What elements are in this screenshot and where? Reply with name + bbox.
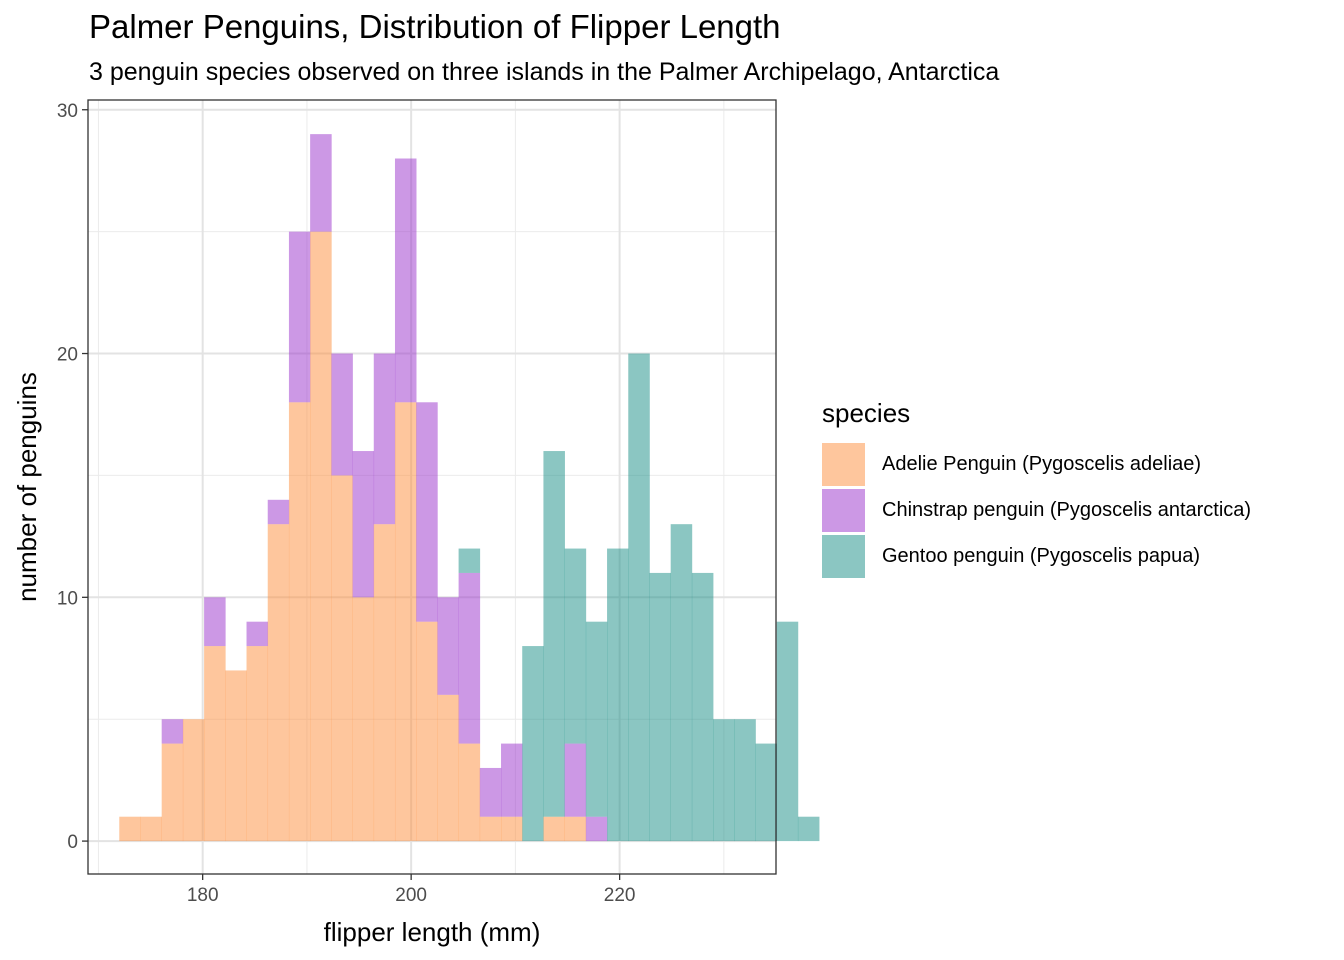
histogram-bar-adelie xyxy=(416,621,438,842)
histogram-bar-gentoo xyxy=(607,548,629,842)
histogram-bar-chinstrap xyxy=(267,499,290,525)
histogram-bar-adelie xyxy=(331,475,353,842)
histogram-bar-gentoo xyxy=(458,548,481,573)
histogram-bar-chinstrap xyxy=(501,743,523,817)
histogram-bar-gentoo xyxy=(797,816,820,842)
chart-subtitle: 3 penguin species observed on three isla… xyxy=(89,58,1000,86)
histogram-bar-adelie xyxy=(564,816,587,842)
histogram-bar-gentoo xyxy=(564,548,587,744)
histogram-bar-chinstrap xyxy=(204,597,226,647)
histogram-bar-adelie xyxy=(225,670,247,842)
histogram-bar-chinstrap xyxy=(246,621,269,647)
histogram-bar-adelie xyxy=(267,524,290,842)
histogram-bar-gentoo xyxy=(776,621,799,842)
histogram-bar-chinstrap xyxy=(373,353,396,525)
x-tick-label: 180 xyxy=(187,885,219,906)
axis-ticks xyxy=(82,109,621,880)
y-tick-label: 30 xyxy=(57,101,78,122)
legend-item: Chinstrap penguin (Pygoscelis antarctica… xyxy=(822,487,1251,533)
histogram-bar-gentoo xyxy=(691,572,714,842)
histogram-bar-adelie xyxy=(437,694,459,842)
legend-item: Adelie Penguin (Pygoscelis adeliae) xyxy=(822,441,1251,487)
histogram-bar-chinstrap xyxy=(479,767,502,817)
histogram-bar-chinstrap xyxy=(437,597,459,695)
legend-title: species xyxy=(822,398,911,428)
histogram-bar-adelie xyxy=(310,231,332,842)
histogram-bar-gentoo xyxy=(522,646,544,842)
histogram-bar-gentoo xyxy=(543,451,565,817)
legend-label: Gentoo penguin (Pygoscelis papua) xyxy=(882,544,1200,567)
histogram-bar-gentoo xyxy=(628,353,650,842)
histogram-bar-adelie xyxy=(140,816,162,842)
legend-swatch xyxy=(822,488,865,532)
x-axis-label: flipper length (mm) xyxy=(324,917,541,947)
legend-items: Adelie Penguin (Pygoscelis adeliae) Chins… xyxy=(822,441,1251,579)
histogram-bar-chinstrap xyxy=(416,402,438,622)
histogram-bar-adelie xyxy=(119,816,141,842)
histogram-bar-gentoo xyxy=(585,621,608,817)
legend-item: Gentoo penguin (Pygoscelis papua) xyxy=(822,533,1251,579)
histogram-bar-chinstrap xyxy=(352,451,375,598)
histogram-bar-adelie xyxy=(479,816,502,842)
y-tick-label: 0 xyxy=(67,832,78,853)
histogram-bar-adelie xyxy=(246,646,269,842)
legend-label: Adelie Penguin (Pygoscelis adeliae) xyxy=(882,452,1202,475)
histogram-bar-gentoo xyxy=(649,572,671,842)
histogram-bar-adelie xyxy=(161,743,184,842)
histogram-bar-adelie xyxy=(182,719,205,842)
histogram-bar-adelie xyxy=(458,743,481,842)
histogram-bar-chinstrap xyxy=(331,353,353,476)
histogram-bar-gentoo xyxy=(713,719,735,842)
histogram-bar-chinstrap xyxy=(458,572,481,744)
histogram-bar-chinstrap xyxy=(310,134,332,232)
histogram-bar-adelie xyxy=(352,597,375,842)
histogram-bars xyxy=(119,134,820,842)
y-tick-label: 20 xyxy=(57,345,78,366)
histogram-bar-adelie xyxy=(373,524,396,842)
histogram-bar-gentoo xyxy=(670,524,693,842)
legend: species Adelie Penguin (Pygoscelis adeli… xyxy=(822,398,1251,579)
histogram-bar-chinstrap xyxy=(288,231,311,403)
histogram-bar-adelie xyxy=(501,816,523,842)
histogram-bar-adelie xyxy=(543,816,565,842)
x-tick-label: 220 xyxy=(604,885,636,906)
legend-swatch xyxy=(822,442,865,486)
x-tick-label: 200 xyxy=(395,885,427,906)
histogram-bar-chinstrap xyxy=(161,719,184,744)
y-tick-label: 10 xyxy=(57,588,78,609)
histogram-bar-chinstrap xyxy=(585,816,608,842)
plot-panel-border xyxy=(87,99,777,875)
chart-title: Palmer Penguins, Distribution of Flipper… xyxy=(89,8,781,45)
histogram-bar-chinstrap xyxy=(564,743,587,817)
tick-labels: 180 200 220 0 10 20 30 xyxy=(57,101,636,906)
legend-label: Chinstrap penguin (Pygoscelis antarctica… xyxy=(882,498,1252,521)
histogram-bar-adelie xyxy=(204,646,226,842)
histogram-bar-chinstrap xyxy=(394,158,417,403)
histogram-bar-adelie xyxy=(394,402,417,842)
histogram-bar-gentoo xyxy=(734,719,756,842)
histogram-bar-adelie xyxy=(288,402,311,842)
y-axis-label: number of penguins xyxy=(12,372,42,602)
histogram-bar-gentoo xyxy=(755,743,778,842)
legend-swatch xyxy=(822,534,865,578)
